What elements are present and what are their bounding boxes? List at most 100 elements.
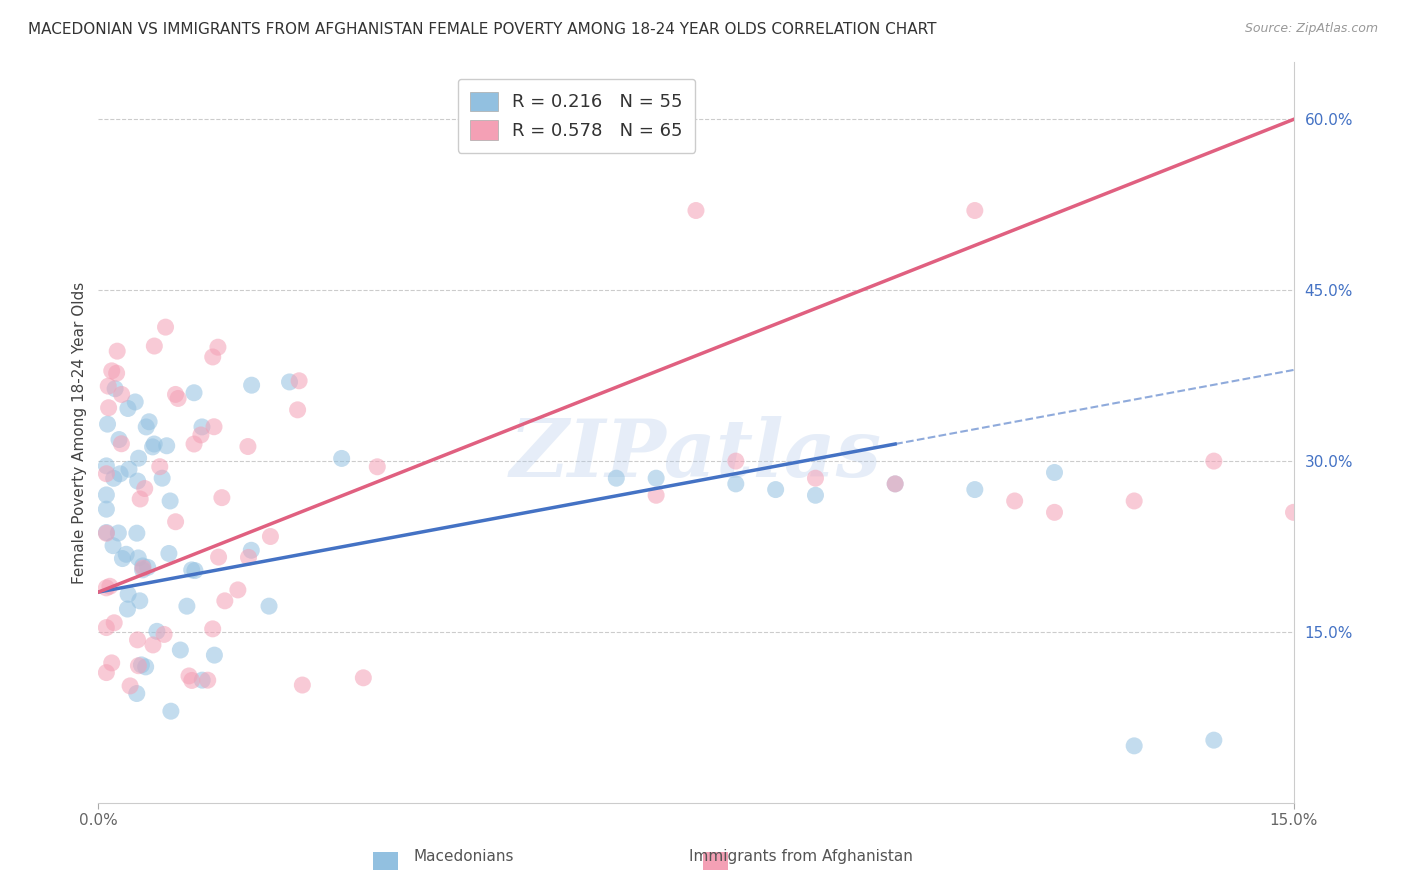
Point: [1123, 494, 1146, 508]
Point: [111, 387, 134, 401]
Point: [117, 602, 139, 616]
Point: [107, 526, 129, 541]
Point: [127, 550, 149, 565]
Point: [103, 615, 125, 630]
Point: [125, 526, 148, 541]
Point: [1202, 733, 1225, 747]
Point: [96, 581, 118, 595]
Point: [1202, 454, 1225, 468]
Point: [1282, 505, 1305, 519]
Point: [765, 483, 787, 497]
Point: [645, 488, 668, 502]
Legend: R = 0.216   N = 55, R = 0.578   N = 65: R = 0.216 N = 55, R = 0.578 N = 65: [458, 78, 695, 153]
Point: [202, 648, 225, 662]
Point: [132, 558, 155, 573]
Point: [190, 428, 212, 442]
Point: [96, 525, 118, 540]
Point: [125, 686, 148, 700]
Text: Macedonians: Macedonians: [413, 849, 515, 863]
Point: [160, 704, 183, 718]
Point: [191, 673, 214, 688]
Point: [645, 471, 668, 485]
Point: [330, 451, 353, 466]
Point: [101, 539, 124, 553]
Point: [155, 320, 177, 334]
Point: [287, 402, 309, 417]
Point: [167, 392, 190, 406]
Point: [135, 420, 157, 434]
Point: [118, 462, 141, 476]
Point: [131, 657, 153, 672]
Point: [97, 401, 120, 415]
Point: [135, 660, 157, 674]
Point: [159, 494, 181, 508]
Text: MACEDONIAN VS IMMIGRANTS FROM AFGHANISTAN FEMALE POVERTY AMONG 18-24 YEAR OLDS C: MACEDONIAN VS IMMIGRANTS FROM AFGHANISTA…: [28, 22, 936, 37]
Point: [1043, 505, 1066, 519]
Point: [724, 476, 747, 491]
Point: [115, 547, 138, 561]
Point: [105, 366, 128, 380]
Point: [214, 594, 236, 608]
Point: [884, 476, 907, 491]
Point: [149, 459, 172, 474]
Point: [100, 364, 122, 378]
Point: [240, 543, 263, 558]
Point: [97, 379, 120, 393]
Point: [96, 417, 118, 431]
Point: [804, 488, 827, 502]
Point: [129, 491, 152, 506]
Y-axis label: Female Poverty Among 18-24 Year Olds: Female Poverty Among 18-24 Year Olds: [72, 282, 87, 583]
Point: [111, 551, 134, 566]
Point: [1004, 494, 1026, 508]
Point: [96, 502, 118, 516]
Point: [103, 471, 125, 485]
Point: [197, 673, 219, 688]
Point: [1043, 466, 1066, 480]
Point: [183, 437, 205, 451]
Point: [105, 344, 128, 359]
Point: [288, 374, 311, 388]
Point: [257, 599, 280, 614]
Point: [128, 451, 150, 466]
Point: [96, 458, 118, 473]
Point: [207, 550, 229, 565]
Point: [724, 454, 747, 468]
Point: [100, 656, 122, 670]
Point: [142, 638, 165, 652]
Point: [127, 658, 149, 673]
Point: [110, 436, 132, 450]
Point: [884, 476, 907, 491]
Point: [96, 488, 118, 502]
Point: [177, 669, 200, 683]
Point: [98, 579, 121, 593]
Point: [366, 459, 388, 474]
Point: [184, 564, 207, 578]
Point: [278, 375, 301, 389]
Point: [156, 439, 179, 453]
Point: [685, 203, 707, 218]
Point: [226, 582, 249, 597]
Point: [120, 679, 142, 693]
Point: [117, 401, 139, 416]
Point: [183, 385, 205, 400]
Point: [127, 474, 149, 488]
Point: [180, 563, 202, 577]
Point: [180, 673, 202, 688]
Point: [104, 382, 127, 396]
Point: [352, 671, 374, 685]
Point: [202, 419, 225, 434]
Point: [291, 678, 314, 692]
Point: [132, 561, 155, 575]
Text: ZIPatlas: ZIPatlas: [510, 416, 882, 493]
Point: [211, 491, 233, 505]
Point: [259, 529, 281, 543]
Point: [804, 471, 827, 485]
Point: [117, 587, 139, 601]
Point: [108, 467, 131, 481]
Point: [143, 339, 166, 353]
Point: [150, 471, 173, 485]
Point: [207, 340, 229, 354]
Point: [165, 515, 187, 529]
Point: [142, 440, 165, 454]
Point: [963, 483, 986, 497]
